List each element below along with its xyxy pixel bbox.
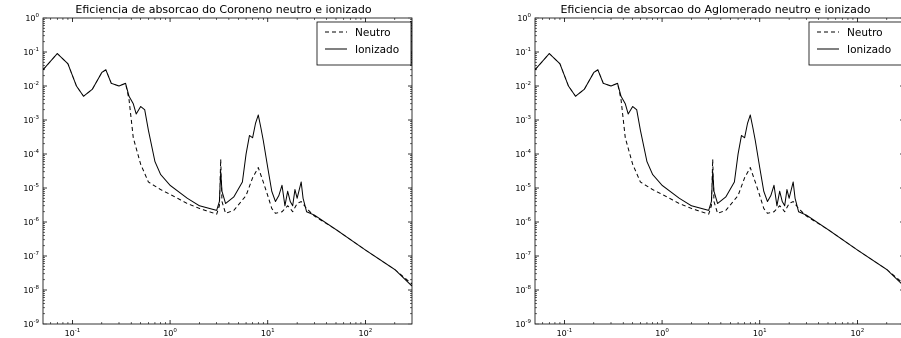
x-tick-label: 10-1 (65, 328, 81, 338)
x-tick-label: 101 (261, 328, 275, 338)
plot-frame (534, 17, 901, 325)
y-tick-label: 10-9 (23, 319, 39, 329)
y-tick-label: 10-8 (515, 285, 531, 295)
y-tick-label: 10-1 (23, 47, 39, 57)
x-tick-label: 10-1 (557, 328, 573, 338)
y-tick-label: 10-2 (23, 81, 39, 91)
x-tick-label: 102 (851, 328, 865, 338)
y-tick-label: 10-8 (23, 285, 39, 295)
legend-box (316, 21, 412, 66)
legend-label-neutro: Neutro (355, 27, 391, 39)
y-tick-label: 10-5 (515, 183, 531, 193)
y-tick-label: 10-3 (23, 115, 39, 125)
series-group (43, 53, 412, 287)
chart-panel-1: Eficiencia de absorcao do Coroneno neutr… (23, 3, 413, 338)
y-tick-label: 10-3 (515, 115, 531, 125)
chart-title: Eficiencia de absorcao do Aglomerado neu… (560, 3, 870, 16)
legend: Neutro Ionizado (808, 21, 901, 66)
y-tick-label: 10-9 (515, 319, 531, 329)
y-tick-label: 10-7 (515, 251, 531, 261)
y-tick-label: 10-7 (23, 251, 39, 261)
y-tick-label: 100 (25, 13, 39, 23)
series-line-ionizado (43, 53, 412, 287)
y-tick-label: 10-5 (23, 183, 39, 193)
plot-frame (42, 17, 413, 325)
y-tick-label: 10-4 (23, 149, 39, 159)
series-line-neutro (535, 53, 901, 283)
x-tick-label: 101 (753, 328, 767, 338)
chart-title: Eficiencia de absorcao do Coroneno neutr… (75, 3, 371, 16)
series-group (535, 53, 901, 284)
series-line-ionizado (535, 53, 901, 284)
legend-box (808, 21, 901, 66)
legend-label-ionizado: Ionizado (355, 44, 399, 56)
y-tick-label: 100 (517, 13, 531, 23)
legend: Neutro Ionizado (316, 21, 412, 66)
x-tick-label: 100 (655, 328, 669, 338)
y-tick-label: 10-4 (515, 149, 531, 159)
y-tick-label: 10-6 (515, 217, 531, 227)
y-tick-label: 10-6 (23, 217, 39, 227)
legend-label-ionizado: Ionizado (847, 44, 891, 56)
x-tick-label: 100 (163, 328, 177, 338)
y-tick-label: 10-2 (515, 81, 531, 91)
legend-label-neutro: Neutro (847, 27, 883, 39)
x-tick-label: 102 (359, 328, 373, 338)
chart-panel-2: Eficiencia de absorcao do Aglomerado neu… (515, 3, 901, 338)
y-tick-label: 10-1 (515, 47, 531, 57)
series-line-neutro (43, 53, 412, 285)
